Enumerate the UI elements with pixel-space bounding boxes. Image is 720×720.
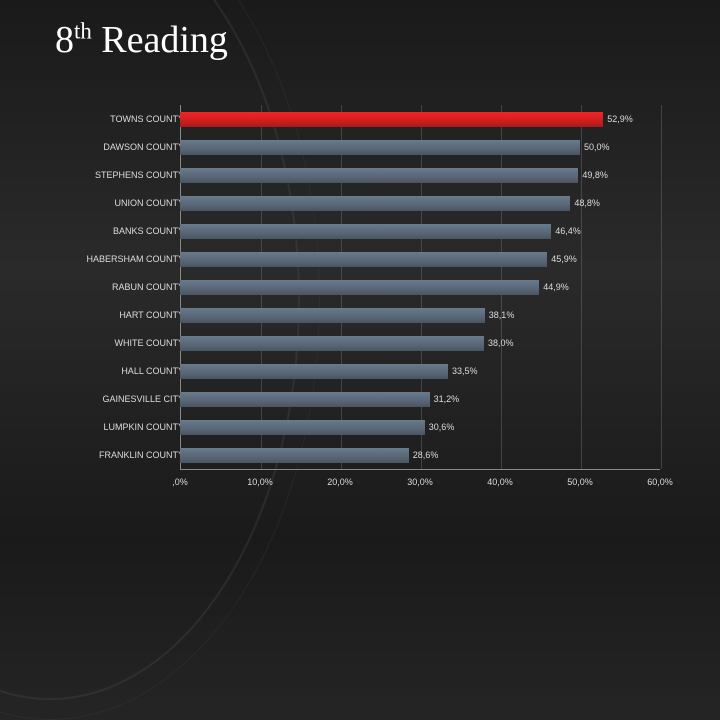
bar [180,420,425,435]
bar-row: RABUN COUNTY44,9% [60,278,670,297]
value-label: 49,8% [582,166,608,185]
value-label: 46,4% [555,222,581,241]
bar [180,308,485,323]
title-pre: 8 [55,19,74,61]
bar-row: DAWSON COUNTY50,0% [60,138,670,157]
value-label: 44,9% [543,278,569,297]
category-label: DAWSON COUNTY [44,138,184,157]
bar-wrap: 38,1% [180,306,660,325]
bar [180,392,430,407]
value-label: 38,0% [488,334,514,353]
bar-row: HABERSHAM COUNTY45,9% [60,250,670,269]
page-title: 8th Reading [55,18,228,62]
category-label: GAINESVILLE CITY [44,390,184,409]
x-tick-label: 40,0% [487,477,513,487]
x-tick-label: 50,0% [567,477,593,487]
bar [180,448,409,463]
bar-row: LUMPKIN COUNTY30,6% [60,418,670,437]
bar [180,112,603,127]
x-axis: ,0%10,0%20,0%30,0%40,0%50,0%60,0% [180,473,660,493]
bar-row: UNION COUNTY48,8% [60,194,670,213]
category-label: RABUN COUNTY [44,278,184,297]
bar-row: HALL COUNTY33,5% [60,362,670,381]
bar [180,196,570,211]
value-label: 31,2% [434,390,460,409]
value-label: 30,6% [429,418,455,437]
reading-chart: TOWNS COUNTY52,9% DAWSON COUNTY50,0% STEPH… [60,105,670,505]
bar-wrap: 28,6% [180,446,660,465]
bar [180,364,448,379]
bar-wrap: 30,6% [180,418,660,437]
x-tick-label: 60,0% [647,477,673,487]
value-label: 45,9% [551,250,577,269]
bar-wrap: 33,5% [180,362,660,381]
bar-wrap: 45,9% [180,250,660,269]
title-post: Reading [92,19,228,61]
bar-wrap: 38,0% [180,334,660,353]
bar-row: WHITE COUNTY38,0% [60,334,670,353]
category-label: LUMPKIN COUNTY [44,418,184,437]
value-label: 52,9% [607,110,633,129]
category-label: STEPHENS COUNTY [44,166,184,185]
bar [180,252,547,267]
title-sup: th [74,18,92,43]
x-tick-label: 30,0% [407,477,433,487]
x-tick-label: 10,0% [247,477,273,487]
bar-row: GAINESVILLE CITY31,2% [60,390,670,409]
bar [180,280,539,295]
bar [180,336,484,351]
value-label: 38,1% [489,306,515,325]
category-label: UNION COUNTY [44,194,184,213]
category-label: WHITE COUNTY [44,334,184,353]
category-label: FRANKLIN COUNTY [44,446,184,465]
value-label: 48,8% [574,194,600,213]
bar-row: HART COUNTY38,1% [60,306,670,325]
category-label: TOWNS COUNTY [44,110,184,129]
bar-wrap: 31,2% [180,390,660,409]
bar-wrap: 44,9% [180,278,660,297]
bar-wrap: 49,8% [180,166,660,185]
bar-row: TOWNS COUNTY52,9% [60,110,670,129]
value-label: 33,5% [452,362,478,381]
value-label: 28,6% [413,446,439,465]
category-label: HART COUNTY [44,306,184,325]
bar-wrap: 52,9% [180,110,660,129]
bar [180,224,551,239]
category-label: HABERSHAM COUNTY [44,250,184,269]
bar-wrap: 50,0% [180,138,660,157]
category-label: BANKS COUNTY [44,222,184,241]
bar-row: STEPHENS COUNTY49,8% [60,166,670,185]
value-label: 50,0% [584,138,610,157]
bar-wrap: 46,4% [180,222,660,241]
x-tick-label: 20,0% [327,477,353,487]
bar-wrap: 48,8% [180,194,660,213]
x-tick-label: ,0% [172,477,188,487]
category-label: HALL COUNTY [44,362,184,381]
bar [180,168,578,183]
bar [180,140,580,155]
bar-row: FRANKLIN COUNTY28,6% [60,446,670,465]
bar-row: BANKS COUNTY46,4% [60,222,670,241]
